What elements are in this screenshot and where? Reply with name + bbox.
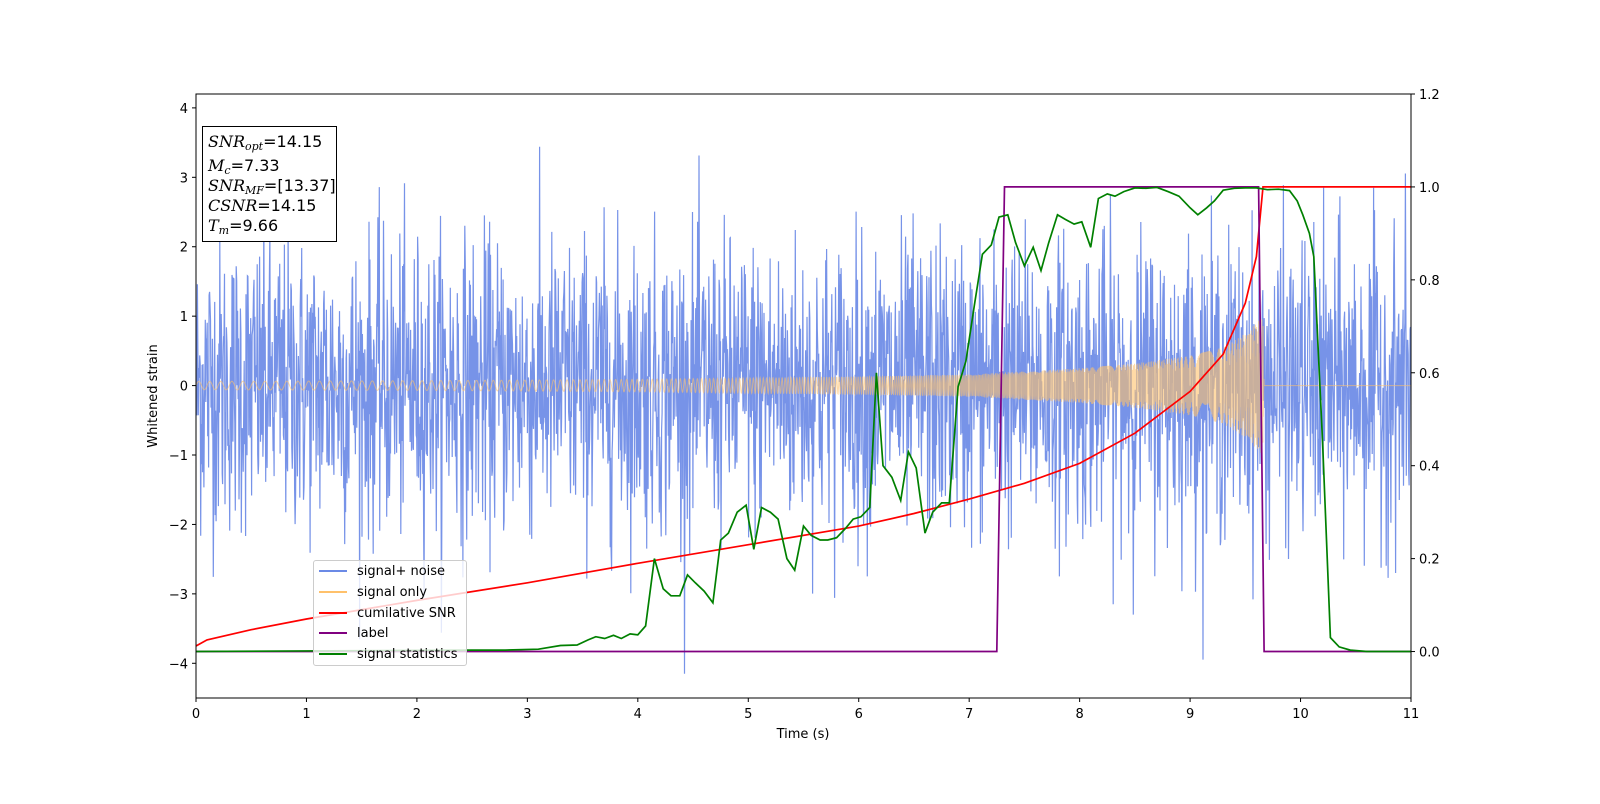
plot-frame [195, 93, 1412, 699]
annotation-csnr: CSNR=14.15 [208, 196, 317, 215]
x-tick-label: 8 [1075, 707, 1083, 722]
y-tick-label: −3 [169, 588, 188, 603]
x-tick-label: 7 [965, 707, 973, 722]
annotation-snr-opt: SNRopt=14.15 [208, 132, 323, 153]
y2-tick-label: 0.8 [1419, 274, 1440, 289]
x-tick-label: 1 [302, 707, 310, 722]
x-tick-label: 3 [523, 707, 531, 722]
stats-annotation-box: SNRopt=14.15 Mc=7.33 SNRMF=[13.37] CSNR=… [202, 126, 337, 242]
annotation-tm: Tm=9.66 [208, 216, 279, 237]
x-tick-label: 11 [1403, 707, 1420, 722]
y-tick-label: −2 [169, 518, 188, 533]
x-axis-label: Time (s) [776, 727, 830, 742]
legend-item-signal-statistics: signal statistics [319, 644, 458, 664]
y2-tick-label: 0.6 [1419, 367, 1440, 382]
series-signal-only [196, 319, 1411, 453]
y-tick-label: 1 [180, 310, 188, 325]
y-tick-label: 4 [180, 102, 188, 117]
y-tick-label: 0 [180, 380, 188, 395]
axes: 0 1 2 3 4 5 6 7 8 9 10 1143210−1−2−3−41.21.00.80.60… [169, 88, 1440, 722]
legend-item-signal-noise: signal+ noise [319, 561, 445, 581]
x-tick-label: 6 [855, 707, 863, 722]
annotation-snr-mf: SNRMF=[13.37] [208, 176, 336, 197]
series-label [196, 186, 1411, 653]
legend-item-label: label [319, 623, 388, 643]
annotation-mc: Mc=7.33 [208, 156, 280, 177]
y2-tick-label: 0.2 [1419, 553, 1440, 568]
y-axis-label: Whitened strain [146, 344, 161, 447]
y2-tick-label: 1.0 [1419, 181, 1440, 196]
y2-tick-label: 1.2 [1419, 88, 1440, 103]
x-tick-label: 0 [192, 707, 200, 722]
y2-tick-label: 0.0 [1419, 646, 1440, 661]
y-tick-label: 2 [180, 241, 188, 256]
y-tick-label: −1 [169, 449, 188, 464]
x-tick-label: 9 [1186, 707, 1194, 722]
legend: signal+ noise signal only cumilative SNR… [313, 560, 467, 666]
legend-item-cumulative-snr: cumilative SNR [319, 603, 456, 623]
y-tick-label: −4 [169, 657, 188, 672]
series-signal-statistics [196, 186, 1411, 653]
y2-tick-label: 0.4 [1419, 460, 1440, 475]
x-tick-label: 10 [1292, 707, 1309, 722]
x-tick-label: 4 [634, 707, 642, 722]
x-tick-label: 5 [744, 707, 752, 722]
x-tick-label: 2 [413, 707, 421, 722]
legend-item-signal-only: signal only [319, 582, 427, 602]
y-tick-label: 3 [180, 171, 188, 186]
